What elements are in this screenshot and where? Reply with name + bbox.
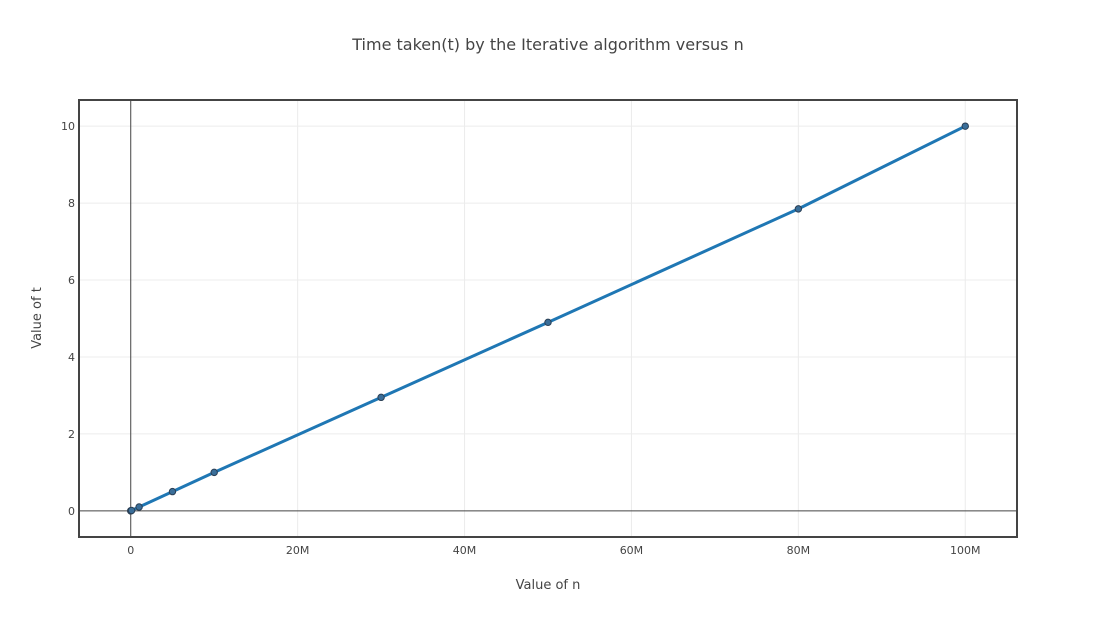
zero-lines	[79, 100, 1017, 537]
y-tick-label: 8	[68, 197, 75, 210]
data-point[interactable]	[961, 122, 969, 130]
y-tick-labels: 0 2 4 6 8 10	[61, 120, 75, 518]
x-tick-labels: 0 20M 40M 60M 80M 100M	[127, 544, 980, 557]
x-tick-label: 100M	[950, 544, 981, 557]
data-point[interactable]	[794, 205, 803, 213]
y-tick-label: 2	[68, 428, 75, 441]
plot-frame	[78, 99, 1018, 538]
data-point[interactable]	[135, 503, 143, 511]
y-tick-label: 0	[68, 505, 75, 518]
data-point[interactable]	[377, 393, 385, 402]
x-tick-label: 20M	[286, 544, 310, 557]
data-point[interactable]	[210, 468, 218, 477]
x-tick-label: 80M	[787, 544, 811, 557]
x-tick-label: 40M	[453, 544, 477, 557]
chart-title: Time taken(t) by the Iterative algorithm…	[351, 35, 743, 54]
series-line	[129, 124, 967, 513]
y-tick-label: 10	[61, 120, 75, 133]
x-tick-label: 0	[127, 544, 134, 557]
y-tick-label: 4	[68, 351, 75, 364]
marker-layer	[127, 122, 969, 515]
data-point[interactable]	[127, 506, 136, 515]
x-tick-label: 60M	[620, 544, 644, 557]
data-point[interactable]	[544, 318, 552, 327]
y-tick-label: 6	[68, 274, 75, 287]
series-layer	[129, 124, 967, 513]
x-axis-title: Value of n	[516, 578, 581, 593]
data-point[interactable]	[168, 487, 177, 496]
y-axis-title: Value of t	[30, 287, 45, 349]
grid-layer	[79, 100, 1017, 537]
